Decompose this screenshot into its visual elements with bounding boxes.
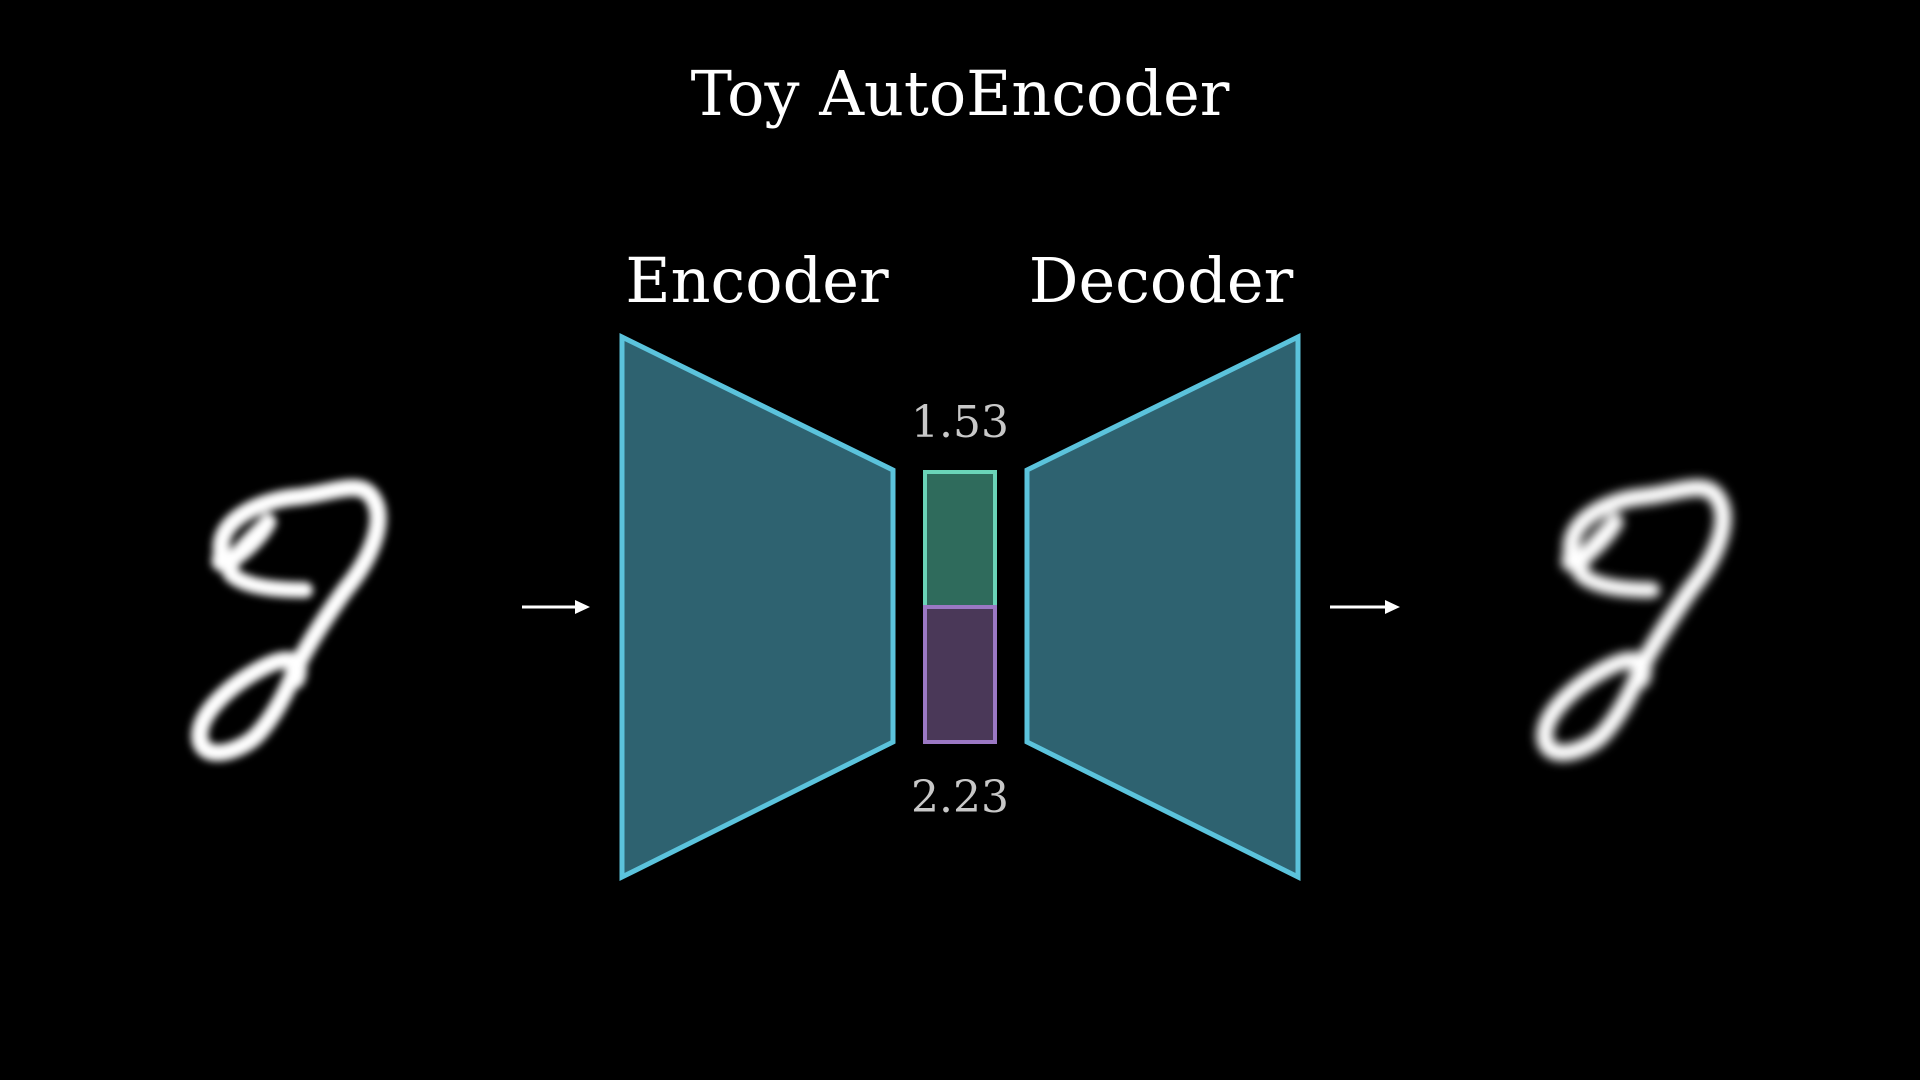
input-digit-image — [191, 479, 387, 762]
latent-top-cell — [923, 470, 997, 609]
decoder-block — [1024, 332, 1301, 882]
encoder-label: Encoder — [625, 244, 889, 317]
decoder-label: Decoder — [1029, 244, 1294, 317]
encoder-block — [619, 332, 896, 882]
latent-bottom-cell — [923, 605, 997, 744]
diagram-title: Toy AutoEncoder — [691, 57, 1230, 130]
latent-value-bottom: 2.23 — [911, 772, 1009, 823]
arrow-right-icon — [522, 600, 590, 614]
latent-value-top: 1.53 — [911, 397, 1009, 448]
arrow-right-icon — [1330, 600, 1400, 614]
output-digit-image — [1536, 479, 1732, 762]
